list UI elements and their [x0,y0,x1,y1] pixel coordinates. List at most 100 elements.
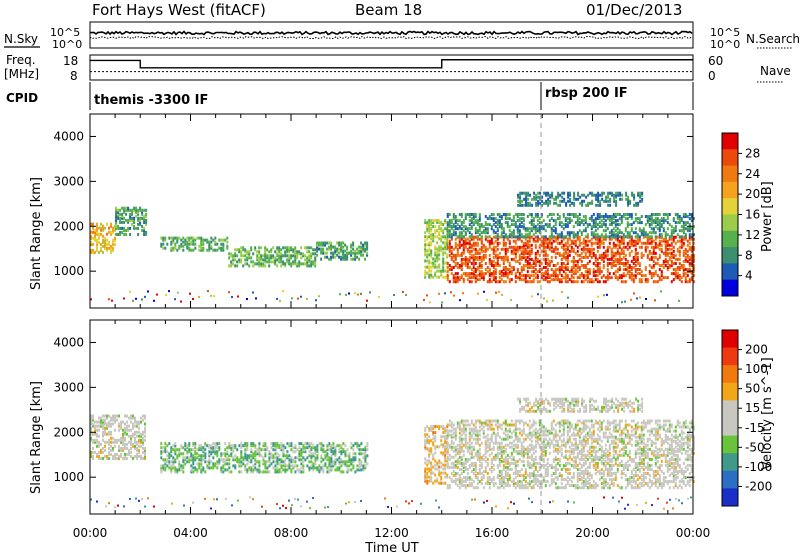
power-scatter-cell [536,280,539,284]
power-scatter-cell [442,267,445,271]
power-scatter-cell [438,221,441,225]
power-scatter-cell [328,247,331,251]
vel-scatter-cell [466,447,469,451]
power-scatter-cell [519,203,522,207]
power-scatter-cell [634,259,637,263]
power-scatter-cell [490,274,493,278]
vel-scatter-cell [284,454,287,458]
power-scatter-cell [494,268,497,271]
power-scatter-cell [660,233,663,237]
power-scatter-cell [610,223,613,227]
power-scatter-cell [592,213,595,216]
vel-scatter-cell [232,458,235,462]
power-scatter-cell [542,257,545,261]
vel-scatter-cell [442,445,445,449]
power-scatter-cell [634,255,637,259]
power-scatter-cell [256,258,259,262]
vel-scatter-cell [116,418,118,422]
vel-scatter-cell [440,439,443,443]
power-scatter-cell [614,251,617,255]
vel-scatter-cell [334,450,337,454]
vel-scatter-cell [144,452,146,456]
power-scatter-cell [684,213,687,216]
vel-scatter-cell [240,442,243,446]
power-scatter-cell [640,231,643,235]
power-scatter-cell [610,247,613,251]
power-scatter-cell [580,231,583,235]
power-scatter-cell [530,251,533,255]
power-scatter-cell [250,256,253,260]
power-scatter-cell [110,222,112,226]
power-scatter-cell [498,223,501,227]
power-scatter-cell [129,216,132,220]
power-scatter-cell [302,252,305,256]
power-scatter-cell [324,251,327,255]
power-scatter-cell [632,231,635,235]
power-scatter-cell [264,246,267,250]
vel-scatter-cell [134,418,136,422]
power-scatter-cell [194,246,197,250]
power-scatter-cell [172,246,175,250]
power-scatter-cell [176,240,179,244]
vel-scatter-cell [178,464,181,468]
power-scatter-cell [502,213,505,216]
vel-scatter-cell [106,426,108,430]
vel-scatter-cell [310,466,313,470]
power-scatter-cell [638,221,641,225]
vel-scatter-cell [160,456,163,460]
power-scatter-cell [472,213,475,216]
vel-scatter-cell [360,462,363,466]
power-scatter-cell [672,239,675,243]
vel-scatter-cell [460,480,463,484]
power-scatter-cell [556,233,559,237]
power-scatter-cell [558,241,561,245]
vel-scatter-cell [90,438,92,442]
power-scatter-cell [574,215,577,218]
power-colorbar-band [722,214,738,232]
vel-scatter-cell [164,448,167,452]
power-scatter-cell [586,235,589,239]
power-fringe-cell [453,294,455,297]
vel-scatter-cell [472,455,475,459]
power-scatter-cell [658,227,661,231]
vel-scatter-cell [358,464,361,468]
power-scatter-cell [628,235,631,239]
power-scatter-cell [117,226,120,230]
power-scatter-cell [632,280,635,284]
power-scatter-cell [618,239,621,243]
power-scatter-cell [202,240,205,244]
power-scatter-cell [458,237,461,241]
vel-scatter-cell [478,470,481,473]
power-scatter-cell [456,272,459,276]
vel-scatter-cell [194,442,197,446]
power-scatter-cell [170,242,173,246]
power-scatter-cell [514,213,517,216]
power-scatter-cell [616,257,619,261]
vel-scatter-cell [466,445,469,449]
power-scatter-cell [334,247,337,251]
power-scatter-cell [666,247,669,251]
vel-scatter-cell [160,452,163,456]
vel-scatter-cell [344,452,347,456]
vel-scatter-cell [206,460,209,464]
power-scatter-cell [256,250,259,254]
power-scatter-cell [680,219,683,223]
power-scatter-cell [664,276,667,280]
vel-scatter-cell [140,440,142,444]
power-scatter-cell [518,229,521,233]
power-scatter-cell [552,219,555,223]
vel-scatter-cell [290,456,293,460]
vel-scatter-cell [198,466,201,470]
power-scatter-cell [570,241,573,245]
power-scatter-cell [502,247,505,251]
power-scatter-cell [220,248,223,252]
vel-scatter-cell [120,436,122,440]
power-scatter-cell [537,195,540,199]
vel-scatter-cell [366,448,369,452]
power-scatter-cell [504,215,507,218]
vel-scatter-cell [192,444,195,448]
vel-scatter-cell [288,462,291,466]
vel-scatter-cell [264,452,267,456]
vel-scatter-cell [232,456,235,460]
power-scatter-cell [228,252,231,256]
